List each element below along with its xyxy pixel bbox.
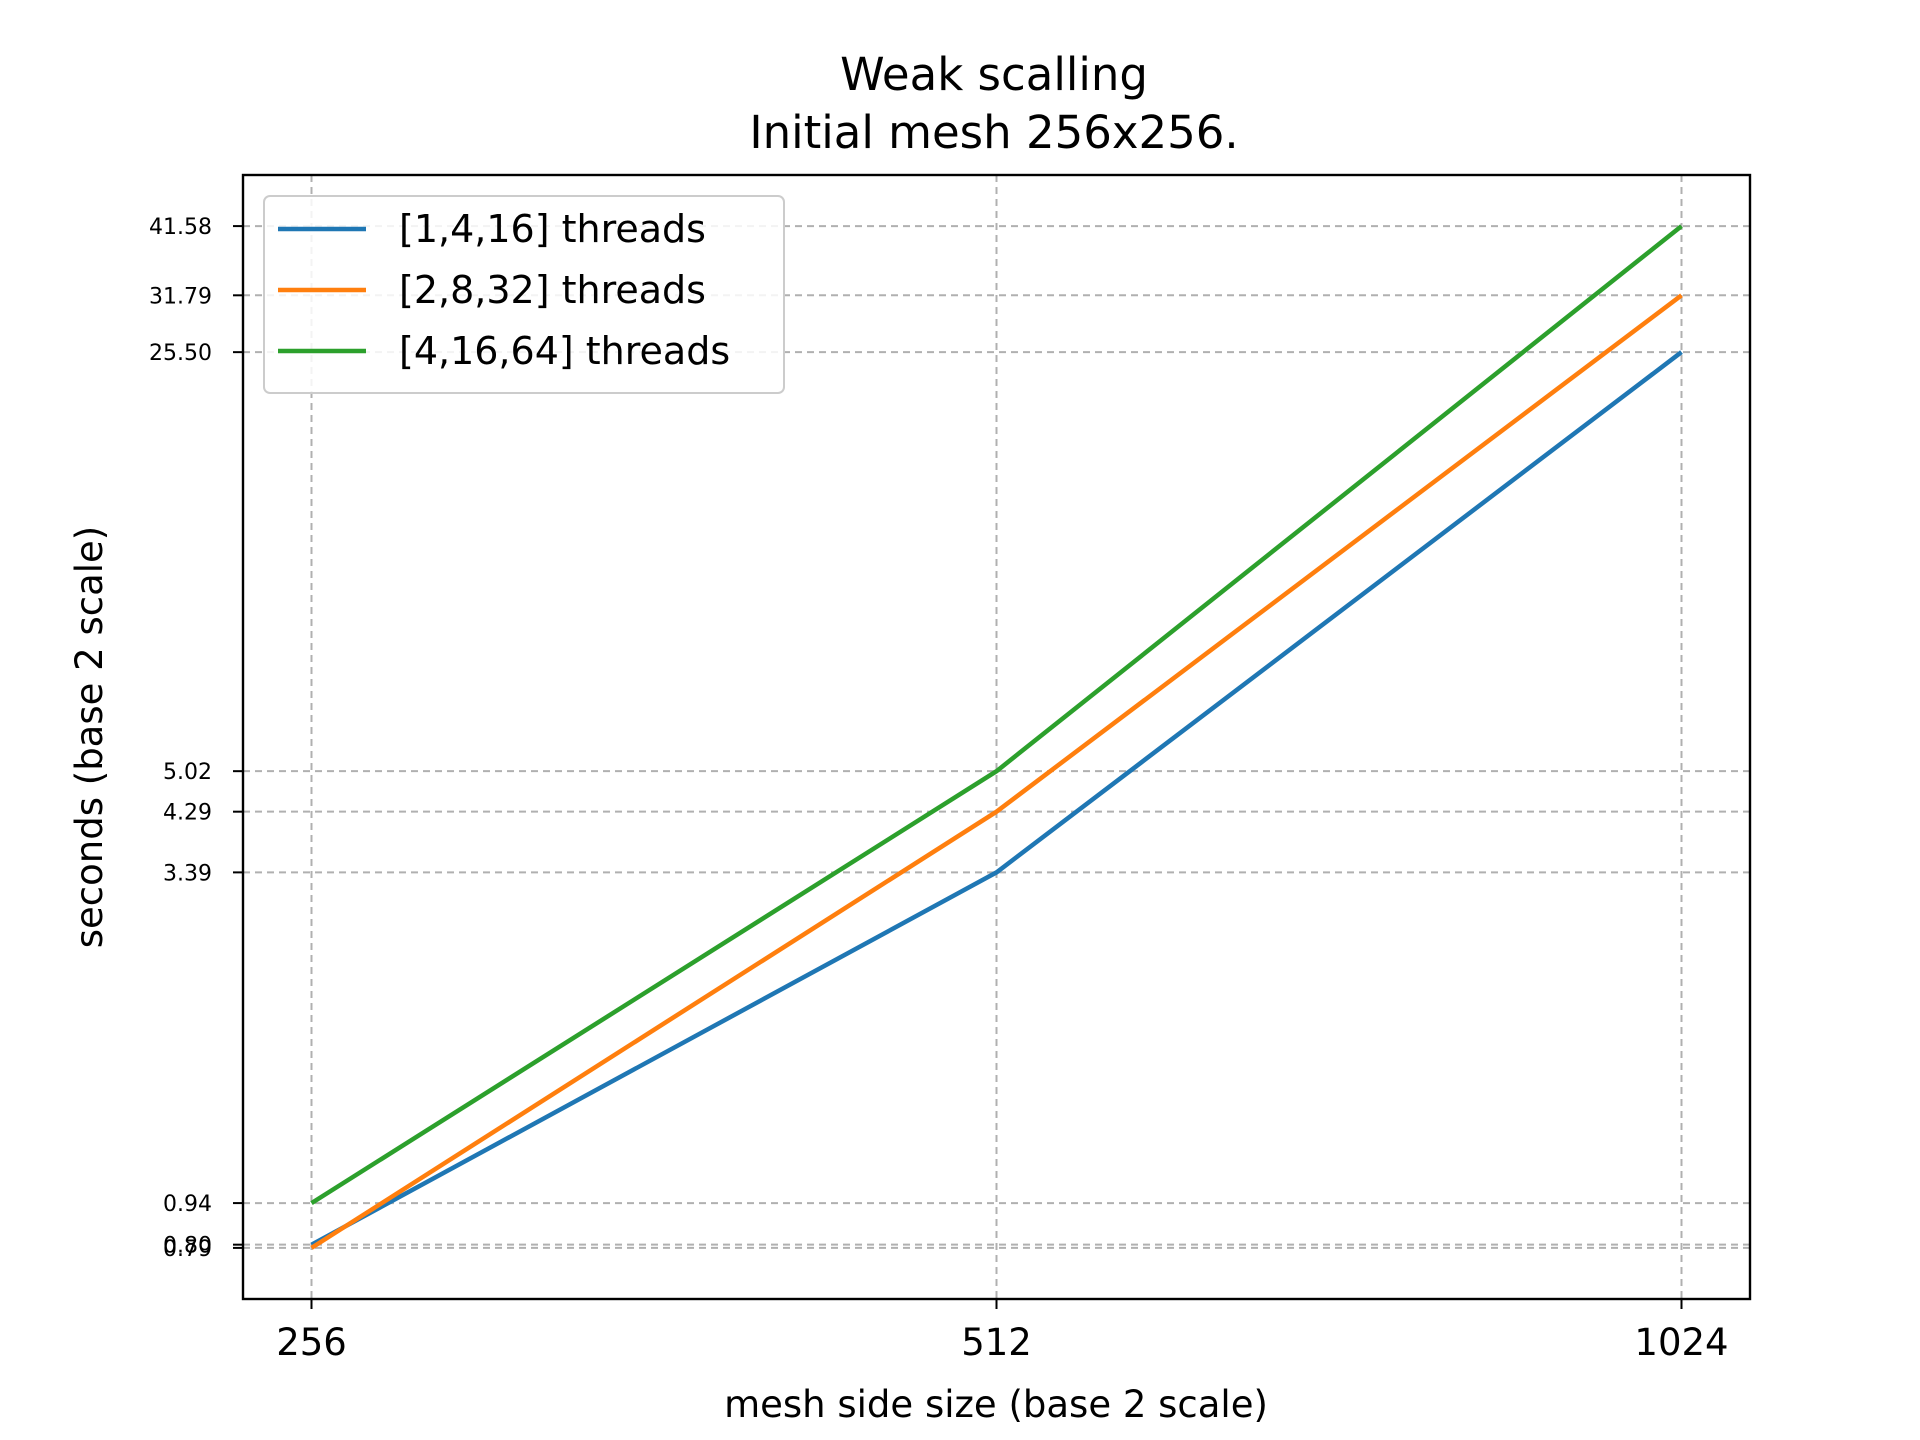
chart-title: Weak scalling — [840, 48, 1148, 101]
legend-entry: [1,4,16] threads — [399, 207, 706, 251]
grid-lines — [243, 175, 1750, 1299]
y-tick-label: 0.94 — [163, 1192, 212, 1217]
y-axis-ticks: 0.790.80 0.94 3.39 4.29 5.02 25.50 31.79 41.58 — [149, 215, 243, 1262]
y-tick-label: 0.79 — [163, 1237, 212, 1262]
legend-box — [263, 195, 785, 394]
y-tick-label: 41.58 — [149, 215, 212, 240]
chart-subtitle: Initial mesh 256x256. — [749, 106, 1238, 159]
x-axis-label: mesh side size (base 2 scale) — [724, 1383, 1268, 1426]
y-tick-label: 5.02 — [163, 760, 212, 785]
legend-entry: [4,16,64] threads — [399, 329, 730, 373]
series-line-3 — [310, 224, 1683, 1206]
series-line-1 — [310, 350, 1683, 1247]
legend-entry: [2,8,32] threads — [399, 268, 706, 312]
x-tick-label: 512 — [961, 1321, 1032, 1364]
y-tick-label: 31.79 — [149, 284, 212, 309]
y-tick-label: 4.29 — [163, 801, 212, 826]
y-tick-label: 25.50 — [149, 341, 212, 366]
y-axis-label: seconds (base 2 scale) — [68, 526, 111, 948]
legend: [1,4,16] threads [2,8,32] threads [4,16,64… — [263, 195, 785, 394]
x-axis-ticks: 256 512 1024 — [276, 1299, 1729, 1364]
y-tick-label: 0.80 — [163, 1234, 212, 1259]
series-lines — [310, 224, 1683, 1250]
series-line-2 — [310, 293, 1683, 1250]
x-tick-label: 1024 — [1634, 1321, 1728, 1364]
y-tick-label: 3.39 — [163, 861, 212, 886]
x-tick-label: 256 — [276, 1321, 347, 1364]
